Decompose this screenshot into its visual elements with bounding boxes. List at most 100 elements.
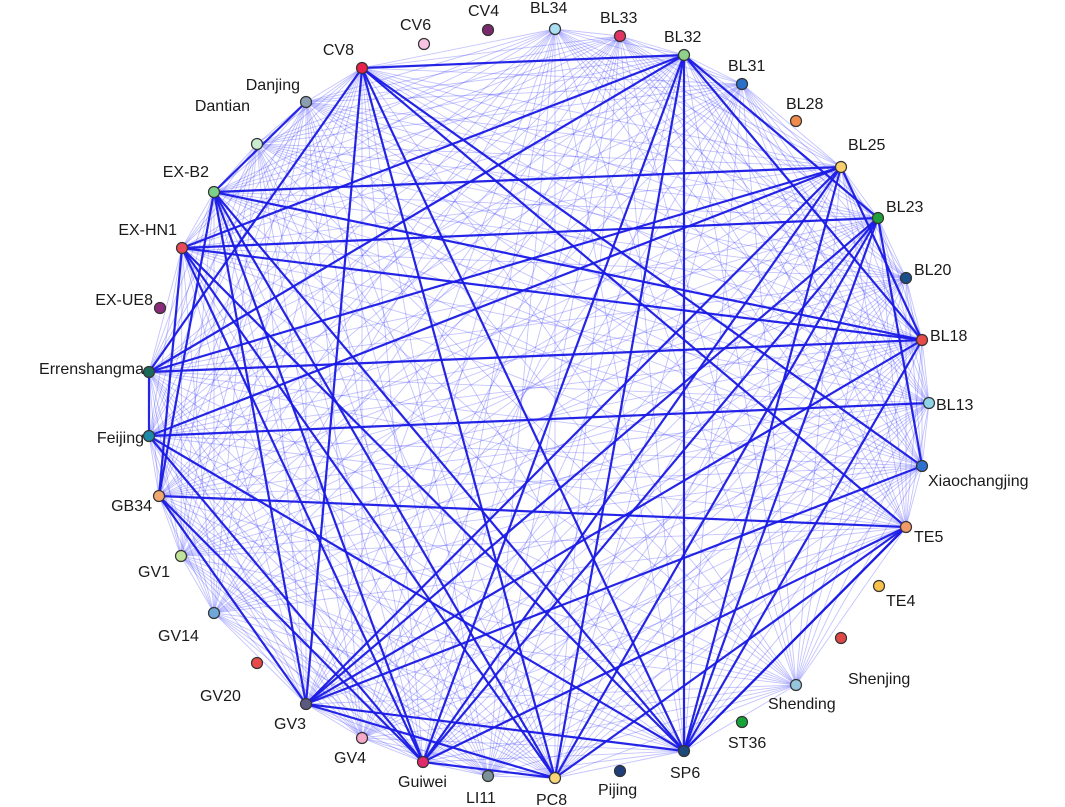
edge-cv8-bl13 xyxy=(361,67,930,404)
strong-edge-sp6-bl23 xyxy=(682,217,880,752)
node-bl20[interactable] xyxy=(899,271,913,285)
edge-gv3-gv4 xyxy=(305,703,363,739)
edge-te5-gv4 xyxy=(361,526,907,739)
node-bl13[interactable] xyxy=(922,396,936,410)
edge-te5-bl33 xyxy=(619,35,907,528)
edge-pc8-bl20 xyxy=(554,277,907,779)
node-pc8[interactable] xyxy=(548,771,562,785)
edge-ex-hn1-bl13 xyxy=(181,247,930,404)
node-li11[interactable] xyxy=(481,769,495,783)
edge-shending-feijing xyxy=(148,435,797,686)
node-dantian[interactable] xyxy=(250,137,264,151)
edge-xiaochangjing-gv1 xyxy=(180,465,923,557)
edge-bl23-ex-b2 xyxy=(213,191,879,219)
node-label-feijing: Feijing xyxy=(97,430,144,447)
node-cv6[interactable] xyxy=(417,37,431,51)
edge-te5-shending xyxy=(795,526,907,686)
edge-ex-hn1-gv14 xyxy=(181,247,215,614)
edge-bl18-danjing xyxy=(305,101,923,341)
edge-ex-hn1-li11 xyxy=(181,247,489,777)
node-shending[interactable] xyxy=(789,678,803,692)
node-label-guiwei: Guiwei xyxy=(398,774,447,791)
strong-edge-cv8-xiaochangjing xyxy=(361,67,923,467)
strong-edge-ex-hn1-bl23 xyxy=(181,216,879,250)
edge-gv1-bl20 xyxy=(180,277,907,557)
node-bl25[interactable] xyxy=(834,160,848,174)
strong-edge-ex-b2-pc8 xyxy=(213,191,556,779)
strong-edge-bl18-sp6 xyxy=(683,339,923,752)
edge-ex-b2-bl31 xyxy=(213,83,743,193)
edge-cv8-bl25 xyxy=(361,67,842,168)
node-pijing[interactable] xyxy=(613,764,627,778)
strong-edge-gv3-xiaochangjing xyxy=(305,464,923,706)
edge-xiaochangjing-bl13 xyxy=(921,402,930,467)
node-st36[interactable] xyxy=(735,715,749,729)
edge-sp6-bl31 xyxy=(683,83,743,752)
edge-danjing-bl33 xyxy=(305,35,621,103)
node-te4[interactable] xyxy=(872,579,886,593)
edge-ex-hn1-danjing xyxy=(181,101,307,249)
node-gv14[interactable] xyxy=(207,606,221,620)
edge-errenshangma-bl31 xyxy=(148,83,743,373)
strong-edge-pc8-te5 xyxy=(554,526,907,779)
strong-edge-gb34-guiwei xyxy=(158,495,424,763)
edge-danjing-gv4 xyxy=(305,101,363,739)
node-danjing[interactable] xyxy=(299,95,313,109)
node-cv4[interactable] xyxy=(481,23,495,37)
node-sp6[interactable] xyxy=(677,744,691,758)
edge-xiaochangjing-gv4 xyxy=(361,465,923,739)
node-bl23[interactable] xyxy=(871,211,885,225)
strong-edge-gb34-gv3 xyxy=(158,495,307,705)
strong-edge-bl32-errenshangma xyxy=(148,54,685,373)
edge-bl13-li11 xyxy=(487,402,930,777)
strong-edge-feijing-guiwei xyxy=(148,435,424,763)
node-gv3[interactable] xyxy=(299,697,313,711)
node-guiwei[interactable] xyxy=(416,755,430,769)
edge-bl25-ex-hn1 xyxy=(181,166,842,249)
node-gb34[interactable] xyxy=(152,489,166,503)
node-bl33[interactable] xyxy=(613,29,627,43)
node-gv4[interactable] xyxy=(355,731,369,745)
node-shenjing[interactable] xyxy=(834,631,848,645)
edge-gb34-dantian xyxy=(158,143,258,497)
node-feijing[interactable] xyxy=(142,429,156,443)
node-gv20[interactable] xyxy=(250,656,264,670)
edge-sp6-gv14 xyxy=(213,612,685,752)
node-xiaochangjing[interactable] xyxy=(915,459,929,473)
node-bl31[interactable] xyxy=(735,77,749,91)
strong-edge-cv8-gv3 xyxy=(304,67,364,705)
edge-gb34-bl33 xyxy=(158,35,621,497)
strong-edge-bl32-bl18 xyxy=(683,54,923,341)
node-bl18[interactable] xyxy=(915,333,929,347)
node-ex-hn1[interactable] xyxy=(175,241,189,255)
edge-cv8-feijing xyxy=(148,67,363,437)
edge-ex-hn1-bl20 xyxy=(181,247,907,279)
node-label-bl33: BL33 xyxy=(600,10,637,27)
node-te5[interactable] xyxy=(899,520,913,534)
node-label-errenshangma: Errenshangma xyxy=(39,361,144,378)
edge-ex-b2-li11 xyxy=(213,191,489,777)
edge-bl32-te5 xyxy=(683,54,907,528)
node-gv1[interactable] xyxy=(174,549,188,563)
strong-edge-gv3-pc8 xyxy=(305,702,556,780)
edge-bl25-xiaochangjing xyxy=(840,166,923,467)
edge-gv4-bl20 xyxy=(361,277,907,739)
node-ex-ue8[interactable] xyxy=(153,301,167,315)
edge-bl23-danjing xyxy=(305,101,879,219)
edge-bl13-gv14 xyxy=(213,402,930,614)
labels-layer: BL34 BL33 BL32 BL31 BL28 BL25 BL23 BL20 BL18 BL13… xyxy=(39,0,1028,807)
node-ex-b2[interactable] xyxy=(207,185,221,199)
edge-bl34-bl13 xyxy=(554,28,930,404)
node-bl28[interactable] xyxy=(789,114,803,128)
nodes-layer xyxy=(142,22,936,785)
node-errenshangma[interactable] xyxy=(142,365,156,379)
node-bl34[interactable] xyxy=(548,22,562,36)
edge-bl32-bl31 xyxy=(683,54,743,85)
edge-cv8-guiwei xyxy=(361,67,424,763)
edge-gv3-gv1 xyxy=(180,555,307,705)
strong-edge-guiwei-bl25 xyxy=(422,166,842,763)
node-bl32[interactable] xyxy=(677,48,691,62)
edge-pc8-feijing xyxy=(148,435,556,779)
node-cv8[interactable] xyxy=(355,61,369,75)
edge-te5-errenshangma xyxy=(148,371,907,528)
